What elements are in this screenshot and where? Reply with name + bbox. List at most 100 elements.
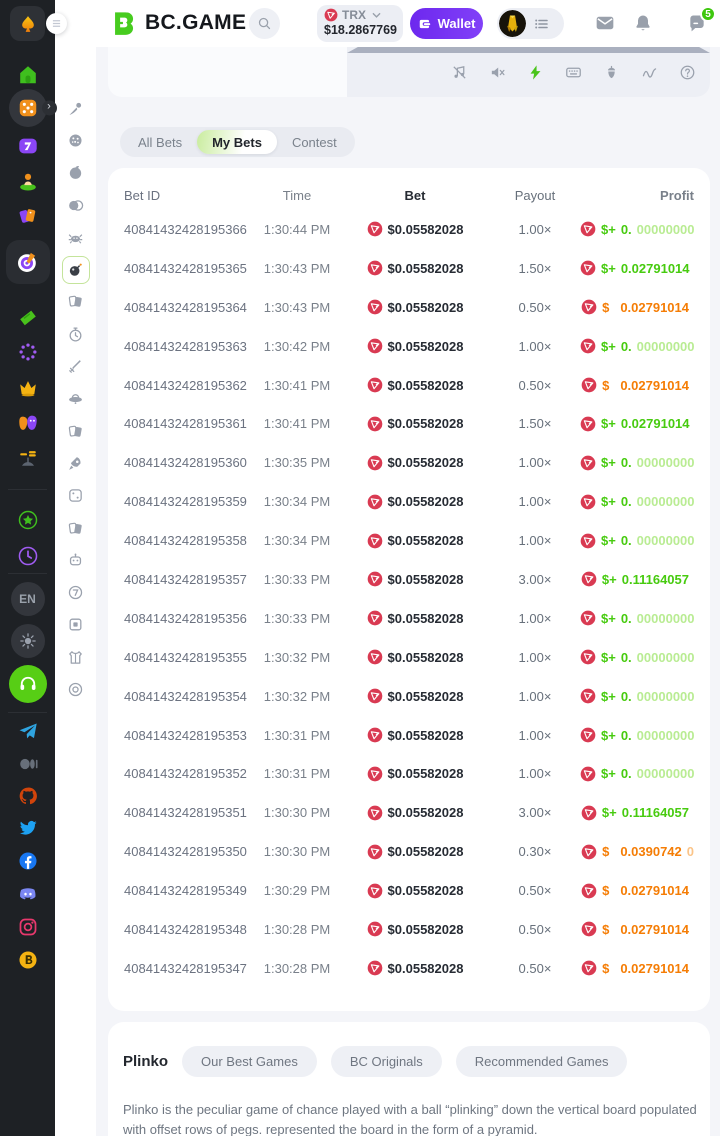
table-row[interactable]: 40841432428195351 1:30:30 PM $0.05582028… bbox=[124, 793, 694, 832]
tab-my-bets[interactable]: My Bets bbox=[197, 130, 277, 154]
game-rail-item-crab[interactable] bbox=[55, 221, 96, 253]
game-rail-item-plinko-bomb[interactable] bbox=[55, 253, 96, 285]
game-rail-item-saucer[interactable] bbox=[55, 383, 96, 415]
sidebar-item-twitter[interactable] bbox=[7, 807, 49, 849]
tag-recommended-games[interactable]: Recommended Games bbox=[455, 1046, 628, 1077]
game-rail-item-vest[interactable] bbox=[55, 641, 96, 673]
game-rail-item-robot[interactable] bbox=[55, 544, 96, 576]
bet-amount: $0.05582028 bbox=[340, 844, 490, 860]
tab-contest[interactable]: Contest bbox=[277, 130, 352, 154]
table-row[interactable]: 40841432428195347 1:30:28 PM $0.05582028… bbox=[124, 949, 694, 988]
game-rail-item-stopwatch[interactable] bbox=[55, 318, 96, 350]
table-row[interactable]: 40841432428195360 1:30:35 PM $0.05582028… bbox=[124, 443, 695, 482]
sidebar-item-language[interactable]: EN bbox=[10, 582, 45, 616]
bcgame-logo[interactable]: BC.GAME bbox=[110, 9, 246, 37]
sound-off-icon[interactable] bbox=[489, 64, 506, 81]
table-row[interactable]: 40841432428195352 1:30:31 PM $0.05582028… bbox=[124, 754, 695, 793]
sidebar-item-bitcointalk[interactable] bbox=[7, 939, 49, 981]
mail-icon[interactable] bbox=[595, 13, 615, 33]
game-rail-item-dagger[interactable] bbox=[55, 350, 96, 382]
sidebar-item-instagram[interactable] bbox=[7, 906, 49, 948]
game-rail-item-rocket[interactable] bbox=[55, 447, 96, 479]
game-rail-item-ring[interactable] bbox=[55, 673, 96, 705]
game-rail-item-cards[interactable] bbox=[55, 286, 96, 318]
seed-icon[interactable] bbox=[603, 64, 620, 81]
chat-icon[interactable]: 5 bbox=[687, 6, 716, 33]
tag-our-best-games[interactable]: Our Best Games bbox=[182, 1046, 317, 1077]
turbo-bolt-icon[interactable] bbox=[527, 64, 544, 81]
holey-ball-icon bbox=[67, 132, 84, 149]
sidebar-item-staking[interactable] bbox=[7, 437, 49, 479]
sidebar-item-vip-club[interactable] bbox=[7, 367, 49, 409]
table-row[interactable]: 40841432428195365 1:30:43 PM $0.05582028… bbox=[124, 249, 694, 288]
table-row[interactable]: 40841432428195358 1:30:34 PM $0.05582028… bbox=[124, 521, 695, 560]
table-row[interactable]: 40841432428195349 1:30:29 PM $0.05582028… bbox=[124, 871, 694, 910]
avatar[interactable] bbox=[499, 10, 526, 37]
table-row[interactable]: 40841432428195361 1:30:41 PM $0.05582028… bbox=[124, 404, 694, 443]
primary-sidebar: › EN bbox=[0, 0, 57, 1136]
col-payout: Payout bbox=[514, 187, 556, 203]
sidebar-item-lottery[interactable] bbox=[5, 240, 50, 284]
sidebar-item-affiliate[interactable] bbox=[7, 402, 49, 444]
game-rail-item-twin-coins[interactable] bbox=[55, 189, 96, 221]
table-row[interactable]: 40841432428195364 1:30:43 PM $0.05582028… bbox=[124, 288, 694, 327]
game-rail-item-cards-3[interactable] bbox=[55, 512, 96, 544]
game-rail-item-box[interactable] bbox=[55, 609, 96, 641]
bet-id: 40841432428195350 bbox=[124, 844, 247, 860]
sidebar-collapse-button[interactable] bbox=[46, 13, 67, 34]
game-rail-item-comet[interactable] bbox=[55, 92, 96, 124]
sidebar-item-slots[interactable] bbox=[7, 125, 49, 167]
sidebar-item-theme[interactable] bbox=[10, 624, 45, 658]
table-row[interactable]: 40841432428195356 1:30:33 PM $0.05582028… bbox=[124, 599, 695, 638]
table-row[interactable]: 40841432428195350 1:30:30 PM $0.05582028… bbox=[124, 832, 694, 871]
live-stats-icon[interactable] bbox=[641, 64, 658, 81]
game-rail-item-dotted-ball[interactable] bbox=[55, 124, 96, 156]
table-row[interactable]: 40841432428195366 1:30:44 PM $0.05582028… bbox=[124, 210, 695, 249]
game-rail-item-ball[interactable] bbox=[55, 157, 96, 189]
board-edge bbox=[347, 47, 710, 53]
trx-coin-icon bbox=[580, 649, 596, 665]
hotkeys-keyboard-icon[interactable] bbox=[565, 64, 582, 81]
bet-time: 1:30:31 PM bbox=[263, 727, 331, 743]
notifications-bell-icon[interactable] bbox=[633, 13, 653, 33]
music-off-icon[interactable] bbox=[451, 64, 468, 81]
table-row[interactable]: 40841432428195354 1:30:32 PM $0.05582028… bbox=[124, 677, 695, 716]
sidebar-item-support[interactable] bbox=[8, 665, 47, 703]
spade-logo[interactable] bbox=[10, 6, 45, 41]
sidebar-item-facebook[interactable] bbox=[7, 840, 49, 882]
help-icon[interactable] bbox=[679, 64, 696, 81]
payout-multiplier: 1.00× bbox=[518, 338, 552, 354]
wallet-button[interactable]: Wallet bbox=[410, 8, 483, 39]
sidebar-item-casino[interactable]: › bbox=[8, 89, 57, 127]
tab-all-bets[interactable]: All Bets bbox=[123, 130, 197, 154]
table-row[interactable]: 40841432428195363 1:30:42 PM $0.05582028… bbox=[124, 327, 695, 366]
sidebar-item-live-casino[interactable] bbox=[7, 160, 49, 202]
sidebar-item-telegram[interactable] bbox=[7, 710, 49, 752]
game-rail-item-cards-2[interactable] bbox=[55, 415, 96, 447]
payout-multiplier: 0.50× bbox=[518, 883, 552, 899]
sidebar-item-home[interactable] bbox=[7, 54, 49, 96]
saucer-icon bbox=[67, 390, 84, 407]
user-menu[interactable] bbox=[497, 8, 564, 39]
table-row[interactable]: 40841432428195353 1:30:31 PM $0.05582028… bbox=[124, 716, 695, 755]
balance-selector[interactable]: TRX $18.2867769 bbox=[317, 5, 403, 42]
table-row[interactable]: 40841432428195362 1:30:41 PM $0.05582028… bbox=[124, 366, 694, 405]
sidebar-item-bonus[interactable] bbox=[7, 331, 49, 373]
sidebar-item-discord[interactable] bbox=[7, 873, 49, 915]
tag-bc-originals[interactable]: BC Originals bbox=[330, 1046, 442, 1077]
sidebar-item-sports[interactable] bbox=[7, 296, 49, 338]
table-row[interactable]: 40841432428195348 1:30:28 PM $0.05582028… bbox=[124, 910, 694, 949]
sidebar-item-recent[interactable] bbox=[7, 535, 49, 577]
game-rail-item-seven-slot[interactable] bbox=[55, 576, 96, 608]
casino-expand-arrow[interactable]: › bbox=[41, 100, 57, 116]
search-button[interactable] bbox=[249, 8, 280, 39]
payout-multiplier: 0.50× bbox=[518, 921, 552, 937]
sidebar-item-medium[interactable] bbox=[7, 743, 49, 785]
sidebar-item-favorites[interactable] bbox=[7, 499, 49, 541]
sidebar-item-promotions[interactable] bbox=[7, 195, 49, 237]
game-rail-item-die[interactable] bbox=[55, 480, 96, 512]
table-row[interactable]: 40841432428195359 1:30:34 PM $0.05582028… bbox=[124, 482, 695, 521]
sidebar-item-github[interactable] bbox=[7, 775, 49, 817]
table-row[interactable]: 40841432428195357 1:30:33 PM $0.05582028… bbox=[124, 560, 694, 599]
table-row[interactable]: 40841432428195355 1:30:32 PM $0.05582028… bbox=[124, 638, 695, 677]
